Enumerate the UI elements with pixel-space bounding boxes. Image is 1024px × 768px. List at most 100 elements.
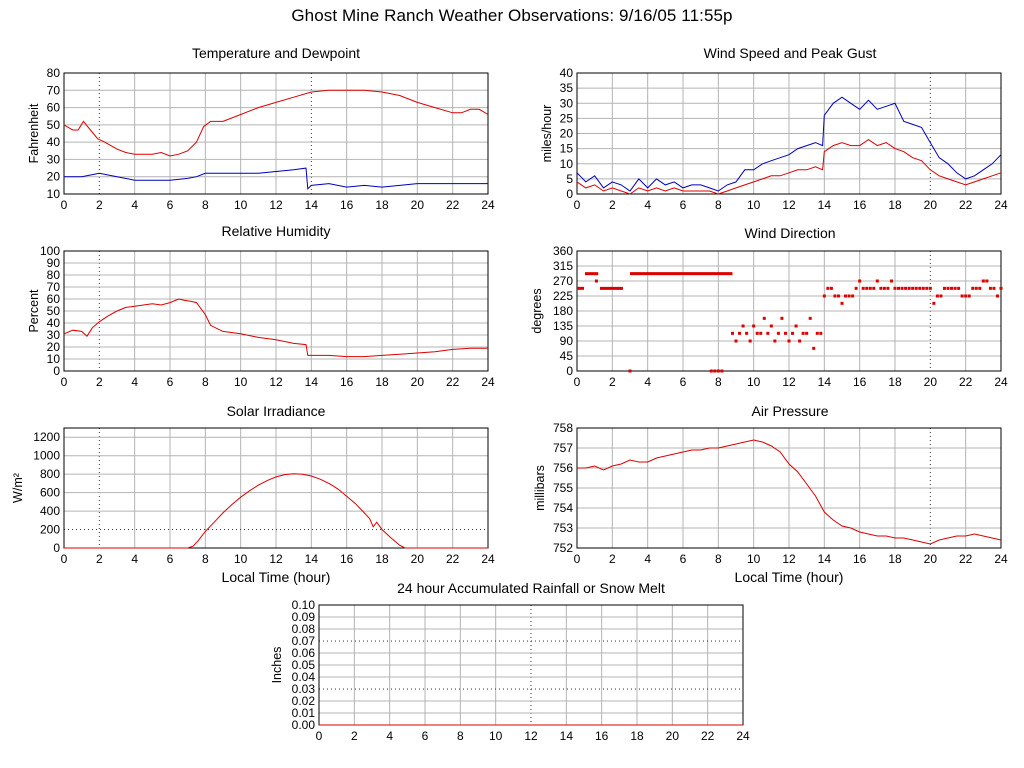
data-point: [748, 339, 752, 343]
y-tick-label: 45: [560, 349, 574, 363]
y-tick-label: 40: [47, 316, 61, 330]
y-tick-label: 10: [47, 352, 61, 366]
y-tick-label: 225: [553, 289, 573, 303]
x-tick-label: 8: [715, 198, 722, 212]
y-tick-label: 70: [47, 280, 61, 294]
x-tick-label: 10: [234, 198, 248, 212]
x-tick-label: 24: [994, 375, 1008, 389]
data-point: [950, 286, 954, 290]
data-point: [995, 294, 999, 298]
data-point: [709, 369, 713, 373]
data-point: [741, 324, 745, 328]
x-tick-label: 10: [747, 198, 761, 212]
data-point: [805, 331, 809, 335]
data-point: [628, 369, 632, 373]
data-point: [960, 294, 964, 298]
x-tick-label: 22: [959, 198, 973, 212]
plot-frame: [576, 250, 1002, 372]
solar-chart: 0 2 4 6 8 10 12 14 16 18 20 22 240200400600800100012…: [11, 403, 495, 585]
data-point: [932, 301, 936, 305]
data-point: [769, 324, 773, 328]
data-point: [815, 331, 819, 335]
x-tick-label: 12: [269, 198, 283, 212]
data-point: [851, 294, 855, 298]
data-point: [882, 286, 886, 290]
series-line-red: [63, 298, 488, 358]
x-tick-label: 2: [96, 198, 103, 212]
data-point: [985, 279, 989, 283]
series-line-blue: [64, 167, 488, 190]
data-point: [766, 331, 770, 335]
y-tick-label: 757: [553, 441, 573, 455]
data-point: [826, 286, 830, 290]
data-point: [716, 369, 720, 373]
data-point: [921, 286, 925, 290]
y-tick-label: 30: [560, 96, 574, 110]
y-tick-label: 100: [40, 244, 60, 258]
data-point: [801, 331, 805, 335]
x-tick-label: 4: [644, 375, 651, 389]
plot-frame: [63, 72, 489, 195]
data-point: [847, 294, 851, 298]
x-tick-label: 20: [666, 729, 680, 743]
data-point: [734, 339, 738, 343]
x-tick-label: 18: [375, 375, 389, 389]
x-tick-label: 0: [61, 552, 68, 566]
x-tick-label: 16: [595, 729, 609, 743]
data-point: [787, 339, 791, 343]
x-tick-label: 12: [269, 375, 283, 389]
y-tick-label: 756: [553, 461, 573, 475]
data-point: [819, 331, 823, 335]
data-point: [836, 294, 840, 298]
data-point: [720, 369, 724, 373]
data-point: [776, 331, 780, 335]
y-tick-label: 180: [553, 304, 573, 318]
x-tick-label: 14: [560, 729, 574, 743]
data-point: [918, 286, 922, 290]
data-point: [865, 286, 869, 290]
y-tick-label: 60: [47, 101, 61, 115]
data-point: [791, 331, 795, 335]
x-tick-label: 2: [609, 375, 616, 389]
data-point: [981, 279, 985, 283]
x-tick-label: 24: [736, 729, 750, 743]
y-tick-label: 70: [47, 83, 61, 97]
data-point: [999, 286, 1003, 290]
x-tick-label: 20: [924, 552, 938, 566]
x-tick-label: 24: [481, 552, 495, 566]
y-tick-label: 30: [47, 152, 61, 166]
x-tick-label: 4: [644, 198, 651, 212]
data-point: [762, 316, 766, 320]
data-point: [907, 286, 911, 290]
data-point: [713, 369, 717, 373]
chart-title: 24 hour Accumulated Rainfall or Snow Mel…: [397, 580, 665, 596]
x-tick-label: 14: [305, 375, 319, 389]
x-tick-label: 22: [959, 552, 973, 566]
data-point: [808, 316, 812, 320]
y-tick-label: 758: [553, 421, 573, 435]
x-tick-label: 8: [202, 552, 209, 566]
x-tick-label: 2: [609, 198, 616, 212]
x-tick-label: 22: [446, 198, 460, 212]
chart-title: Solar Irradiance: [227, 403, 326, 419]
x-tick-label: 8: [715, 552, 722, 566]
x-tick-label: 24: [481, 375, 495, 389]
x-tick-label: 22: [446, 375, 460, 389]
x-tick-label: 22: [959, 375, 973, 389]
x-tick-label: 8: [202, 375, 209, 389]
data-point: [904, 286, 908, 290]
data-point: [889, 279, 893, 283]
rh-chart: 0 2 4 6 8 10 12 14 16 18 20 22 240102030405060708090…: [27, 223, 495, 389]
data-point: [858, 279, 862, 283]
x-tick-label: 20: [924, 198, 938, 212]
data-point: [759, 331, 763, 335]
data-point: [594, 279, 598, 283]
data-point: [928, 286, 932, 290]
plot-frame: [576, 427, 1002, 549]
y-tick-label: 10: [47, 187, 61, 201]
x-tick-label: 14: [818, 198, 832, 212]
x-tick-label: 4: [386, 729, 393, 743]
x-tick-label: 18: [888, 552, 902, 566]
x-tick-label: 4: [131, 552, 138, 566]
